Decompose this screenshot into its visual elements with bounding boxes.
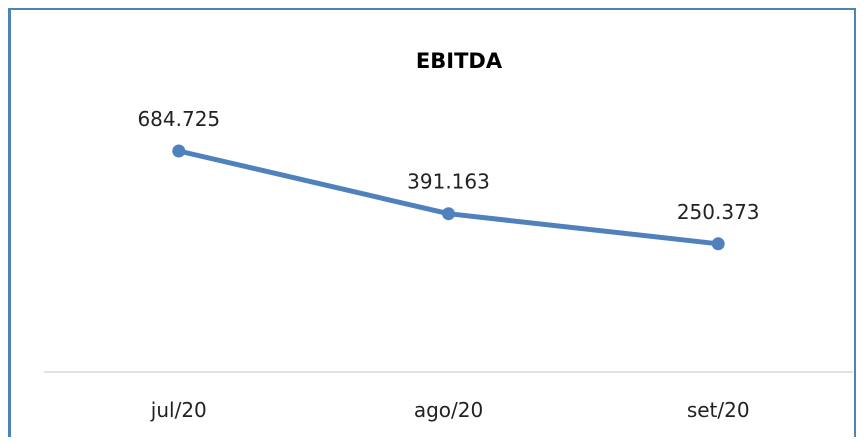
x-tick-label: jul/20 [150,398,207,422]
chart-frame [8,8,856,437]
x-tick-label: set/20 [687,398,750,422]
data-point [711,237,725,251]
data-label: 684.725 [137,107,220,131]
data-point [442,207,455,221]
series-line [176,148,721,247]
x-tick-label: ago/20 [414,398,483,422]
data-label: 250.373 [677,200,760,224]
chart-title: EBITDA [416,49,503,73]
data-label: 391.163 [407,170,490,194]
data-point [172,144,186,158]
